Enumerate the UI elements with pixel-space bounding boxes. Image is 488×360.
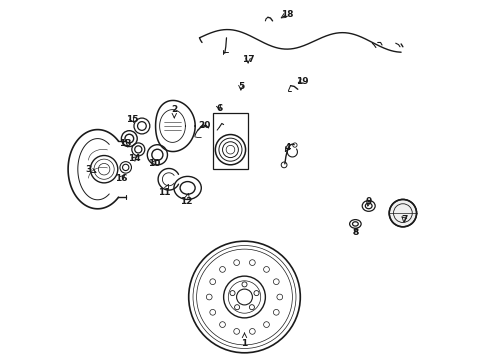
Text: 10: 10 bbox=[147, 159, 160, 168]
Text: 11: 11 bbox=[158, 185, 170, 197]
Text: 8: 8 bbox=[352, 228, 359, 237]
Text: 6: 6 bbox=[216, 104, 222, 112]
Text: 18: 18 bbox=[280, 10, 293, 19]
Bar bbox=[212, 113, 247, 169]
Text: 20: 20 bbox=[198, 121, 210, 130]
Text: 17: 17 bbox=[241, 55, 254, 64]
Text: 12: 12 bbox=[180, 194, 192, 206]
Text: 16: 16 bbox=[115, 174, 127, 183]
Text: 4: 4 bbox=[284, 143, 290, 152]
Text: 19: 19 bbox=[295, 77, 308, 85]
Text: 1: 1 bbox=[241, 333, 247, 348]
Text: 7: 7 bbox=[401, 215, 407, 224]
Text: 13: 13 bbox=[119, 139, 131, 148]
Text: 14: 14 bbox=[128, 154, 141, 163]
Text: 2: 2 bbox=[171, 105, 177, 118]
Text: 15: 15 bbox=[126, 115, 138, 124]
Text: 5: 5 bbox=[237, 82, 244, 91]
Text: 3: 3 bbox=[86, 165, 96, 174]
Text: 9: 9 bbox=[365, 197, 371, 206]
Circle shape bbox=[388, 199, 416, 227]
